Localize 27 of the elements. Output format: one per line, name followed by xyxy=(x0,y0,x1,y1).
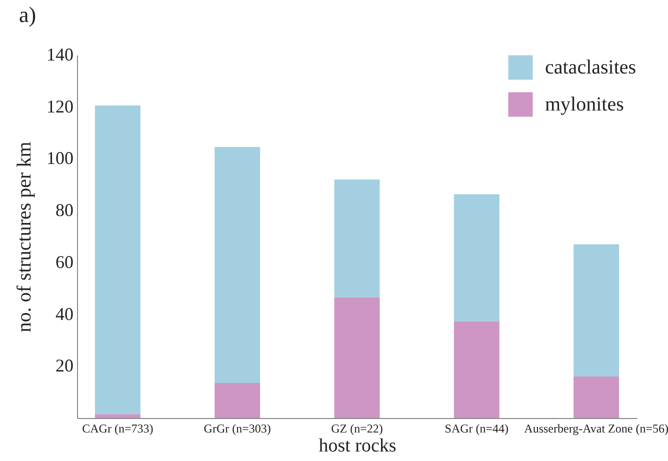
x-tick-label: CAGr (n=733) xyxy=(82,422,154,436)
bar xyxy=(574,244,620,377)
x-tick-label: GZ (n=22) xyxy=(331,422,383,436)
y-tick-label: 80 xyxy=(56,200,74,220)
x-tick-label: Ausserberg-Avat Zone (n=56) xyxy=(524,422,668,436)
bar xyxy=(454,194,500,322)
bar xyxy=(94,414,140,418)
bar xyxy=(94,106,140,414)
y-tick-label: 60 xyxy=(56,252,74,272)
legend-label: mylonites xyxy=(545,94,624,116)
bar xyxy=(214,147,260,383)
x-axis-title: host rocks xyxy=(318,436,396,456)
y-tick-label: 120 xyxy=(46,96,74,116)
bar xyxy=(574,376,620,418)
legend-label: cataclasites xyxy=(545,56,636,78)
y-tick-label: 100 xyxy=(46,148,74,168)
bar xyxy=(214,382,260,418)
text: a) xyxy=(19,2,36,27)
y-tick-label: 140 xyxy=(46,44,74,64)
bar xyxy=(334,179,380,298)
y-tick-label: 20 xyxy=(56,356,74,376)
y-tick-label: 40 xyxy=(56,304,74,324)
bar xyxy=(334,297,380,418)
x-tick-label: SAGr (n=44) xyxy=(444,422,509,436)
x-tick-label: GrGr (n=303) xyxy=(204,422,271,436)
y-axis-title: no. of structures per km xyxy=(14,141,36,332)
bar xyxy=(454,321,500,418)
